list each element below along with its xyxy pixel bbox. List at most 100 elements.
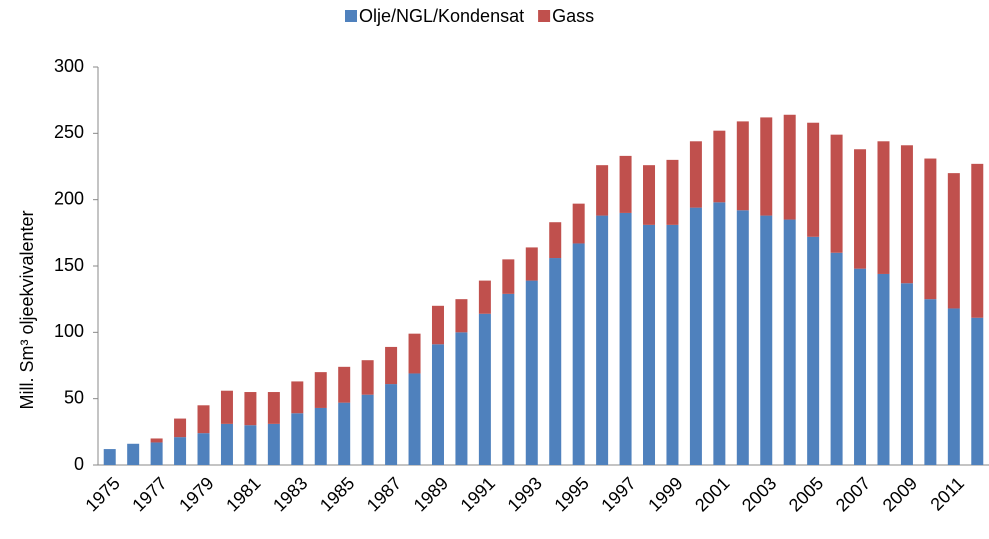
legend-label: Gass bbox=[552, 6, 594, 26]
x-tick-label: 1981 bbox=[222, 473, 264, 515]
x-tick-label: 1977 bbox=[128, 473, 170, 515]
bar bbox=[689, 141, 702, 208]
bar bbox=[830, 252, 843, 465]
x-tick-label: 1991 bbox=[457, 473, 499, 515]
y-tick-label: 0 bbox=[74, 454, 84, 474]
bar bbox=[596, 165, 609, 216]
bar bbox=[338, 366, 351, 403]
bar bbox=[361, 360, 374, 395]
bar bbox=[267, 392, 280, 424]
bar bbox=[760, 215, 773, 465]
bar bbox=[924, 299, 937, 465]
x-tick-label: 1975 bbox=[81, 473, 123, 515]
bar bbox=[713, 202, 726, 465]
y-axis-label: Mill. Sm³ oljeekvivalenter bbox=[17, 210, 37, 409]
x-tick-label: 1983 bbox=[269, 473, 311, 515]
bar bbox=[127, 443, 140, 465]
x-tick-label: 2011 bbox=[926, 473, 968, 515]
x-tick-label: 1979 bbox=[175, 473, 217, 515]
bar bbox=[385, 346, 398, 385]
bar bbox=[854, 149, 867, 269]
bar bbox=[525, 247, 538, 281]
bar bbox=[338, 402, 351, 465]
bar bbox=[643, 224, 656, 465]
bar bbox=[877, 273, 890, 465]
y-tick-label: 50 bbox=[64, 387, 84, 407]
bar bbox=[807, 122, 820, 237]
bar bbox=[408, 333, 421, 374]
bar bbox=[150, 438, 163, 443]
bar bbox=[291, 413, 304, 465]
bar bbox=[244, 425, 257, 465]
bar bbox=[877, 141, 890, 274]
bar bbox=[431, 305, 444, 345]
bar bbox=[971, 163, 984, 318]
y-tick-label: 200 bbox=[54, 188, 84, 208]
bar bbox=[197, 405, 210, 434]
x-tick-label: 1993 bbox=[504, 473, 546, 515]
x-tick-label: 1995 bbox=[550, 473, 592, 515]
bar bbox=[736, 210, 749, 465]
bar bbox=[689, 207, 702, 466]
bar bbox=[361, 394, 374, 465]
bar bbox=[385, 384, 398, 465]
x-tick-label: 1985 bbox=[316, 473, 358, 515]
y-tick-label: 250 bbox=[54, 122, 84, 142]
bar bbox=[924, 158, 937, 300]
bar bbox=[431, 344, 444, 465]
bar bbox=[619, 212, 632, 465]
bar bbox=[572, 243, 585, 465]
bar bbox=[502, 259, 515, 294]
bar bbox=[455, 332, 468, 465]
bar bbox=[525, 280, 538, 465]
y-tick-label: 150 bbox=[54, 255, 84, 275]
bar bbox=[572, 203, 585, 244]
bar bbox=[150, 442, 163, 465]
bar bbox=[854, 268, 867, 465]
bar bbox=[291, 381, 304, 414]
x-tick-label: 1999 bbox=[644, 473, 686, 515]
x-tick-label: 2005 bbox=[785, 473, 827, 515]
bar bbox=[783, 219, 796, 465]
bar bbox=[314, 372, 327, 408]
bar bbox=[220, 423, 233, 465]
x-tick-label: 1987 bbox=[363, 473, 405, 515]
bar bbox=[502, 293, 515, 465]
bar bbox=[596, 215, 609, 465]
bar bbox=[408, 373, 421, 465]
legend-swatch bbox=[538, 10, 551, 22]
y-tick-label: 300 bbox=[54, 56, 84, 76]
bar bbox=[947, 173, 960, 309]
bar bbox=[174, 418, 187, 438]
bar bbox=[900, 283, 913, 465]
bar bbox=[197, 433, 210, 465]
x-tick-label: 1997 bbox=[597, 473, 639, 515]
bar bbox=[643, 165, 656, 225]
bar bbox=[244, 392, 257, 426]
bar bbox=[549, 258, 562, 465]
bar bbox=[736, 121, 749, 211]
legend-swatch bbox=[345, 10, 357, 22]
x-tick-label: 2003 bbox=[738, 473, 780, 515]
bar bbox=[666, 159, 679, 225]
bar bbox=[478, 280, 491, 314]
x-tick-label: 2009 bbox=[879, 473, 921, 515]
bar bbox=[103, 449, 116, 465]
bar bbox=[947, 308, 960, 465]
bar bbox=[830, 134, 843, 253]
x-tick-label: 2007 bbox=[832, 473, 874, 515]
bar bbox=[760, 117, 773, 216]
bar bbox=[807, 236, 820, 465]
bar bbox=[478, 313, 491, 465]
bar bbox=[783, 114, 796, 220]
bar bbox=[971, 317, 984, 465]
x-tick-label: 1989 bbox=[410, 473, 452, 515]
bar bbox=[455, 299, 468, 333]
bar bbox=[666, 224, 679, 465]
y-tick-label: 100 bbox=[54, 321, 84, 341]
bar bbox=[549, 222, 562, 259]
bar bbox=[174, 437, 187, 465]
bar bbox=[220, 390, 233, 424]
bar bbox=[619, 155, 632, 213]
